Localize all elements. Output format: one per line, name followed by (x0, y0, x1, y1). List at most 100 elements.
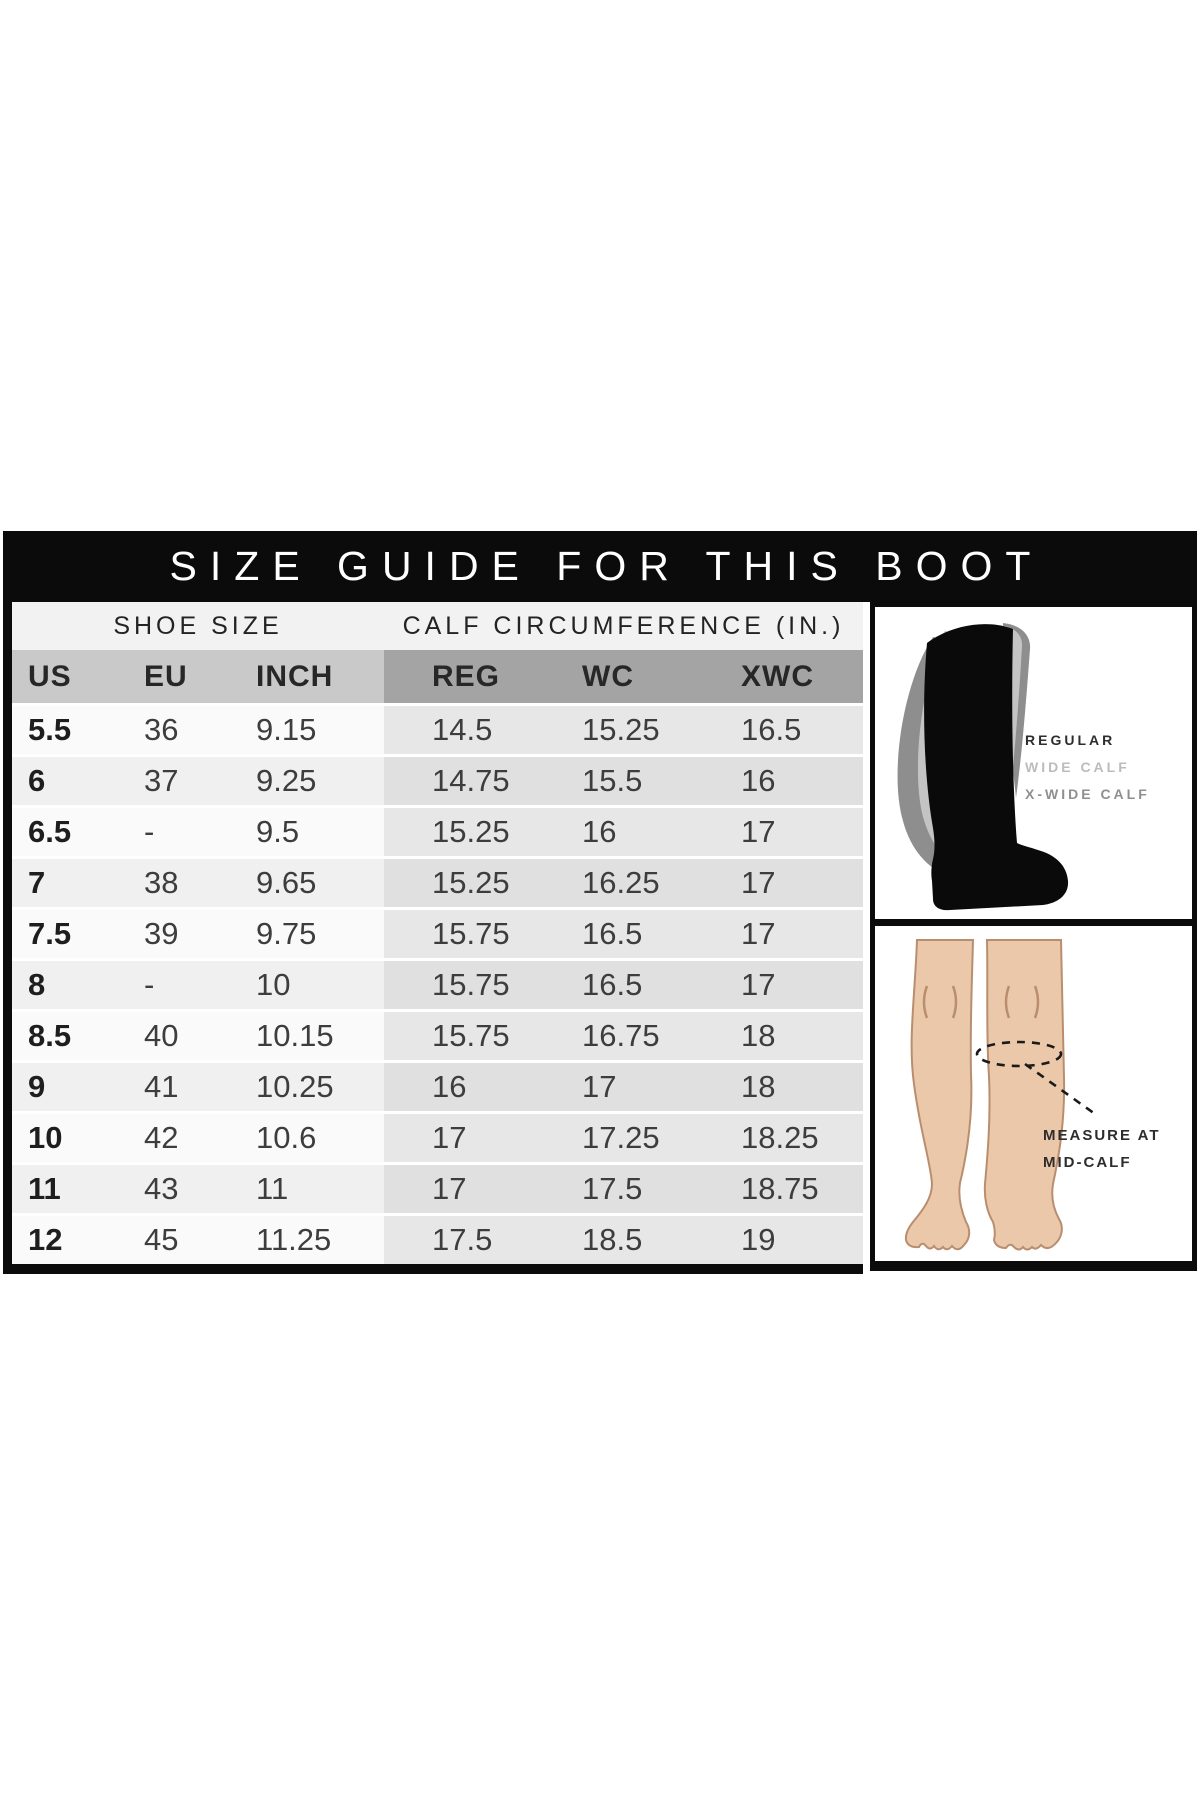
table-cell: 10.25 (241, 1063, 384, 1111)
table-cell: 36 (129, 706, 241, 754)
table-cell: 15.25 (384, 859, 544, 907)
table-cell: 14.75 (384, 757, 544, 805)
guide-body: SHOE SIZE CALF CIRCUMFERENCE (IN.) US EU I… (3, 602, 1197, 1274)
table-row: 6 37 9.25 14.75 15.5 16 (12, 754, 863, 805)
legs-illustration (904, 939, 1096, 1251)
page-title: SIZE GUIDE FOR THIS BOOT (3, 531, 1197, 602)
table-cell: 16 (544, 808, 704, 856)
table-row: 10 42 10.6 17 17.25 18.25 (12, 1111, 863, 1162)
left-leg-shape (904, 939, 975, 1251)
right-leg-shape (983, 939, 1066, 1251)
table-cell: 10 (12, 1114, 129, 1162)
table-cell: 5.5 (12, 706, 129, 754)
side-panels: REGULAR WIDE CALF X-WIDE CALF (870, 602, 1197, 1271)
table-group-header-row: SHOE SIZE CALF CIRCUMFERENCE (IN.) (12, 602, 863, 650)
table-cell: 40 (129, 1012, 241, 1060)
table-cell: 16 (704, 757, 863, 805)
regular-boot-shape (924, 624, 1069, 911)
table-cell: 17 (544, 1063, 704, 1111)
table-row: 11 43 11 17 17.5 18.75 (12, 1162, 863, 1213)
table-cell: 10.6 (241, 1114, 384, 1162)
boot-fit-label: REGULAR (1025, 732, 1116, 748)
table-cell: 17 (704, 859, 863, 907)
table-cell: 17 (704, 808, 863, 856)
table-cell: 14.5 (384, 706, 544, 754)
boot-fit-label: WIDE CALF (1025, 759, 1130, 775)
table-cell: 9.25 (241, 757, 384, 805)
size-table: SHOE SIZE CALF CIRCUMFERENCE (IN.) US EU I… (3, 602, 863, 1274)
column-header-us: US (12, 650, 129, 703)
table-row: 8.5 40 10.15 15.75 16.75 18 (12, 1009, 863, 1060)
table-cell: 16.5 (544, 910, 704, 958)
table-cell: 45 (129, 1216, 241, 1264)
table-cell: 37 (129, 757, 241, 805)
table-cell: 17 (384, 1165, 544, 1213)
table-cell: - (129, 808, 241, 856)
measure-note: MEASURE AT MID-CALF (1043, 1122, 1161, 1176)
column-header-reg: REG (384, 650, 544, 703)
table-cell: 43 (129, 1165, 241, 1213)
boot-fit-labels: REGULAR WIDE CALF X-WIDE CALF (1025, 727, 1150, 808)
table-cell: 16.5 (544, 961, 704, 1009)
table-row: 12 45 11.25 17.5 18.5 19 (12, 1213, 863, 1264)
table-cell: 42 (129, 1114, 241, 1162)
table-cell: 16.75 (544, 1012, 704, 1060)
table-cell: 19 (704, 1216, 863, 1264)
table-cell: 11.25 (241, 1216, 384, 1264)
table-cell: 15.75 (384, 1012, 544, 1060)
measure-ellipse (975, 1040, 1063, 1068)
table-cell: 17.5 (384, 1216, 544, 1264)
table-cell: 17 (704, 910, 863, 958)
measure-note-line2: MID-CALF (1043, 1154, 1132, 1171)
column-header-xwc: XWC (704, 650, 863, 703)
knee-crease (922, 985, 929, 1019)
table-cell: 10 (241, 961, 384, 1009)
column-header-eu: EU (129, 650, 241, 703)
table-cell: 6.5 (12, 808, 129, 856)
group-header-calf-circumference: CALF CIRCUMFERENCE (IN.) (402, 611, 845, 640)
table-cell: 11 (12, 1165, 129, 1213)
boot-fit-label: X-WIDE CALF (1025, 786, 1150, 802)
table-cell: 18.75 (704, 1165, 863, 1213)
table-cell: 16.25 (544, 859, 704, 907)
table-cell: - (129, 961, 241, 1009)
table-cell: 16 (384, 1063, 544, 1111)
column-header-inch: INCH (241, 650, 384, 703)
table-cell: 18.25 (704, 1114, 863, 1162)
table-cell: 8.5 (12, 1012, 129, 1060)
table-row: 7.5 39 9.75 15.75 16.5 17 (12, 907, 863, 958)
knee-crease (1033, 985, 1040, 1019)
table-column-header-row: US EU INCH REG WC XWC (12, 650, 863, 703)
table-cell: 12 (12, 1216, 129, 1264)
table-cell: 7.5 (12, 910, 129, 958)
table-row: 7 38 9.65 15.25 16.25 17 (12, 856, 863, 907)
boot-illustration (897, 623, 1069, 911)
table-cell: 10.15 (241, 1012, 384, 1060)
table-cell: 17 (704, 961, 863, 1009)
table-cell: 15.75 (384, 910, 544, 958)
table-cell: 39 (129, 910, 241, 958)
table-cell: 41 (129, 1063, 241, 1111)
table-cell: 17.5 (544, 1165, 704, 1213)
measure-note-line1: MEASURE AT (1043, 1127, 1161, 1144)
knee-crease (1004, 985, 1011, 1019)
table-row: 6.5-9.5 15.25 16 17 (12, 805, 863, 856)
table-cell: 17 (384, 1114, 544, 1162)
table-cell: 15.25 (384, 808, 544, 856)
table-cell: 18.5 (544, 1216, 704, 1264)
table-cell: 9.75 (241, 910, 384, 958)
table-cell: 15.25 (544, 706, 704, 754)
table-cell: 9.15 (241, 706, 384, 754)
table-cell: 18 (704, 1012, 863, 1060)
boot-panel: REGULAR WIDE CALF X-WIDE CALF (870, 602, 1197, 919)
column-header-wc: WC (544, 650, 704, 703)
table-cell: 17.25 (544, 1114, 704, 1162)
table-row: 5.5 36 9.15 14.5 15.25 16.5 (12, 703, 863, 754)
group-header-shoe-size: SHOE SIZE (113, 611, 283, 640)
table-cell: 38 (129, 859, 241, 907)
legs-panel: MEASURE AT MID-CALF (870, 919, 1197, 1271)
table-cell: 11 (241, 1165, 384, 1213)
table-cell: 18 (704, 1063, 863, 1111)
knee-crease (951, 985, 958, 1019)
